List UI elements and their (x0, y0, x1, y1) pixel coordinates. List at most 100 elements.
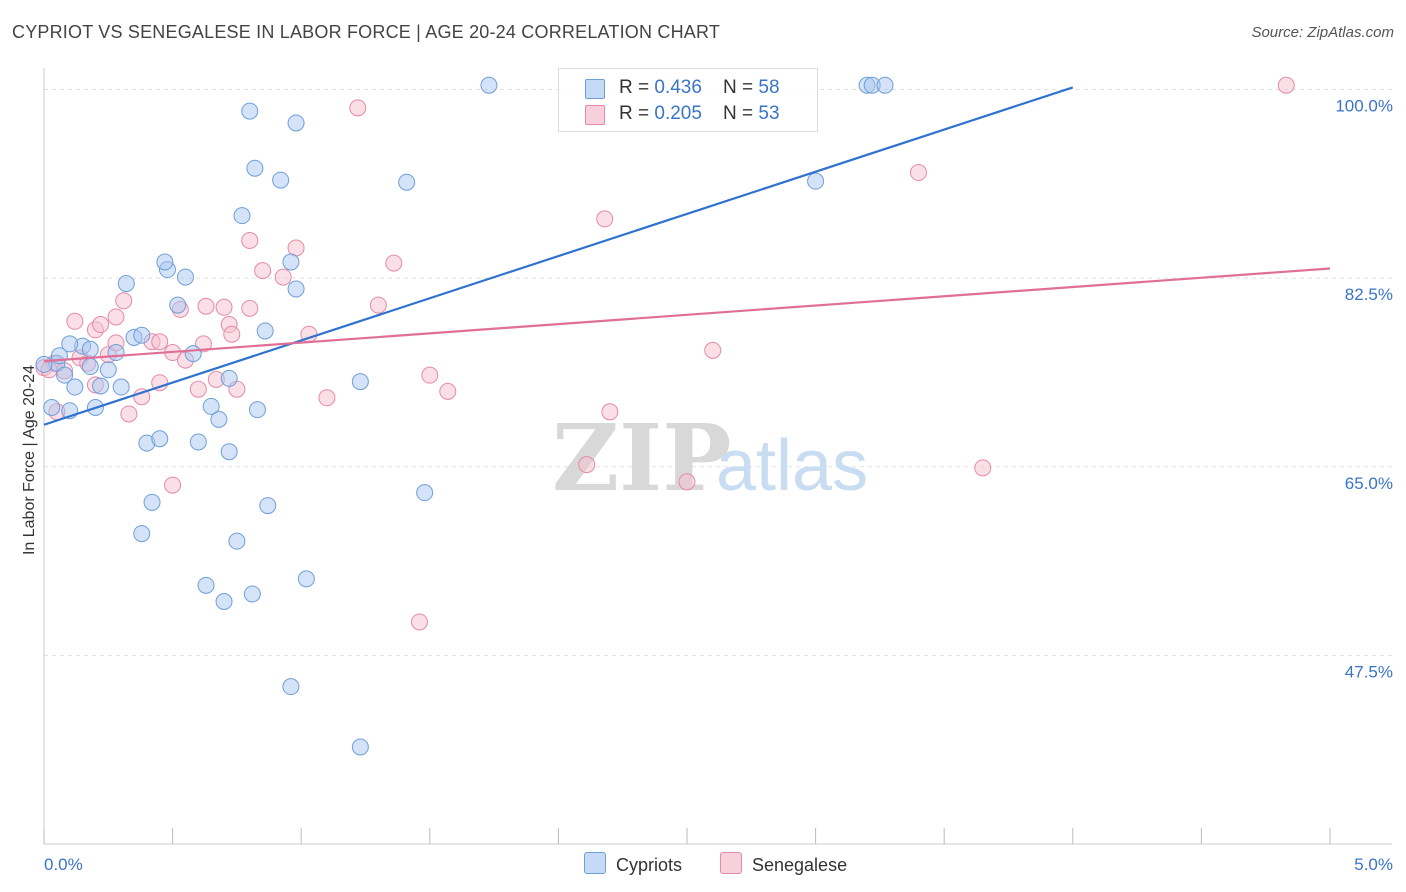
y-tick-label: 47.5% (1345, 662, 1393, 681)
cypriot-point (272, 171, 290, 189)
senegalese-legend-swatch (720, 852, 742, 874)
senegalese-point (1277, 76, 1295, 94)
senegalese-point (274, 268, 292, 286)
cypriot-point (112, 378, 130, 396)
cypriot-point (66, 378, 84, 396)
x-tick-label: 0.0% (44, 855, 83, 874)
cypriot-point (176, 268, 194, 286)
watermark: ZIP atlas (552, 404, 868, 512)
grid-lines (44, 89, 1392, 656)
trend-lines (43, 86, 1331, 426)
cypriots-legend-swatch (584, 852, 606, 874)
senegalese-point (197, 297, 215, 315)
cypriot-point (256, 322, 274, 340)
cypriot-point (282, 678, 300, 696)
cypriot-point (56, 366, 74, 384)
senegalese-point (151, 333, 169, 351)
cypriot-point (133, 525, 151, 543)
senegalese-point (189, 380, 207, 398)
cypriot-point (143, 493, 161, 511)
cypriot-point (246, 159, 264, 177)
senegalese-point (115, 292, 133, 310)
senegalese-point (164, 476, 182, 494)
senegalese-legend-label: Senegalese (752, 855, 848, 875)
senegalese-swatch (585, 105, 605, 125)
legend-r-label: R = (619, 77, 655, 98)
senegalese-point (596, 210, 614, 228)
cypriot-point (241, 102, 259, 120)
senegalese-point (421, 366, 439, 384)
cypriots-legend-label: Cypriots (616, 855, 683, 875)
cypriot-point (197, 576, 215, 594)
cypriot-point (215, 593, 233, 610)
senegalese-point (223, 325, 241, 343)
chart-source: Source: ZipAtlas.com (1251, 24, 1394, 41)
cypriot-point (351, 738, 369, 756)
senegalese-point (349, 99, 367, 117)
senegalese-point (439, 382, 457, 400)
senegalese-point (120, 405, 138, 423)
cypriot-point (287, 280, 305, 298)
cypriots-trend-line (43, 86, 1074, 426)
senegalese-point (369, 296, 387, 314)
watermark-atlas: atlas (716, 426, 868, 506)
cypriot-point (876, 76, 894, 94)
senegalese-point (318, 389, 336, 407)
cypriot-point (81, 340, 99, 358)
cypriot-point (107, 344, 125, 362)
cypriot-point (297, 570, 315, 588)
cypriot-point (807, 172, 825, 190)
cypriot-point (81, 358, 99, 376)
cypriot-point (99, 361, 117, 379)
cypriot-point (416, 484, 434, 502)
cypriot-point (117, 275, 135, 293)
cypriot-point (398, 173, 416, 191)
senegalese-trend-line (43, 267, 1331, 363)
axes (43, 68, 1392, 845)
senegalese-point (241, 299, 259, 317)
tick-labels: 47.5% 65.0% 82.5% 100.0% 0.0% 5.0% (44, 97, 1393, 874)
cypriot-point (228, 532, 246, 550)
cypriot-point (243, 585, 261, 603)
senegalese-point (66, 312, 84, 330)
cypriot-point (189, 433, 207, 451)
cypriot-point (210, 410, 228, 428)
cypriot-point (133, 326, 151, 344)
senegalese-point (385, 254, 403, 272)
cypriot-point (248, 401, 266, 419)
senegalese-point (909, 164, 927, 182)
cypriot-point (220, 443, 238, 461)
senegalese-point (601, 403, 619, 421)
y-tick-label: 82.5% (1345, 285, 1393, 304)
bottom-legend-cypriots: Cypriots (584, 852, 682, 876)
legend-r-label: R = (619, 103, 655, 124)
senegalese-point (92, 316, 110, 334)
cypriot-point (169, 296, 187, 314)
cypriot-point (259, 497, 277, 515)
cypriot-point (151, 430, 169, 448)
cypriot-point (43, 399, 61, 416)
cypriot-point (480, 76, 498, 94)
senegalese-point (133, 388, 151, 406)
x-tick-label: 5.0% (1354, 855, 1393, 874)
legend-r-value: 0.436 (654, 77, 702, 98)
senegalese-point (107, 308, 125, 326)
cypriot-point (92, 377, 110, 395)
cypriot-point (351, 373, 369, 391)
senegalese-point (241, 231, 259, 249)
legend-n-label: N = (723, 103, 759, 124)
senegalese-point (974, 459, 992, 477)
cypriot-point (184, 345, 202, 363)
senegalese-point (678, 473, 696, 491)
senegalese-point (578, 456, 596, 474)
cypriot-point (61, 335, 79, 353)
y-axis-label: In Labor Force | Age 20-24 (21, 364, 38, 556)
cypriot-point (156, 253, 174, 271)
watermark-zip: ZIP (552, 404, 731, 512)
senegalese-point (254, 262, 272, 280)
legend-n-value: 53 (758, 103, 780, 124)
cypriot-points (35, 76, 894, 756)
senegalese-point (215, 298, 233, 316)
cypriots-swatch (585, 79, 605, 99)
